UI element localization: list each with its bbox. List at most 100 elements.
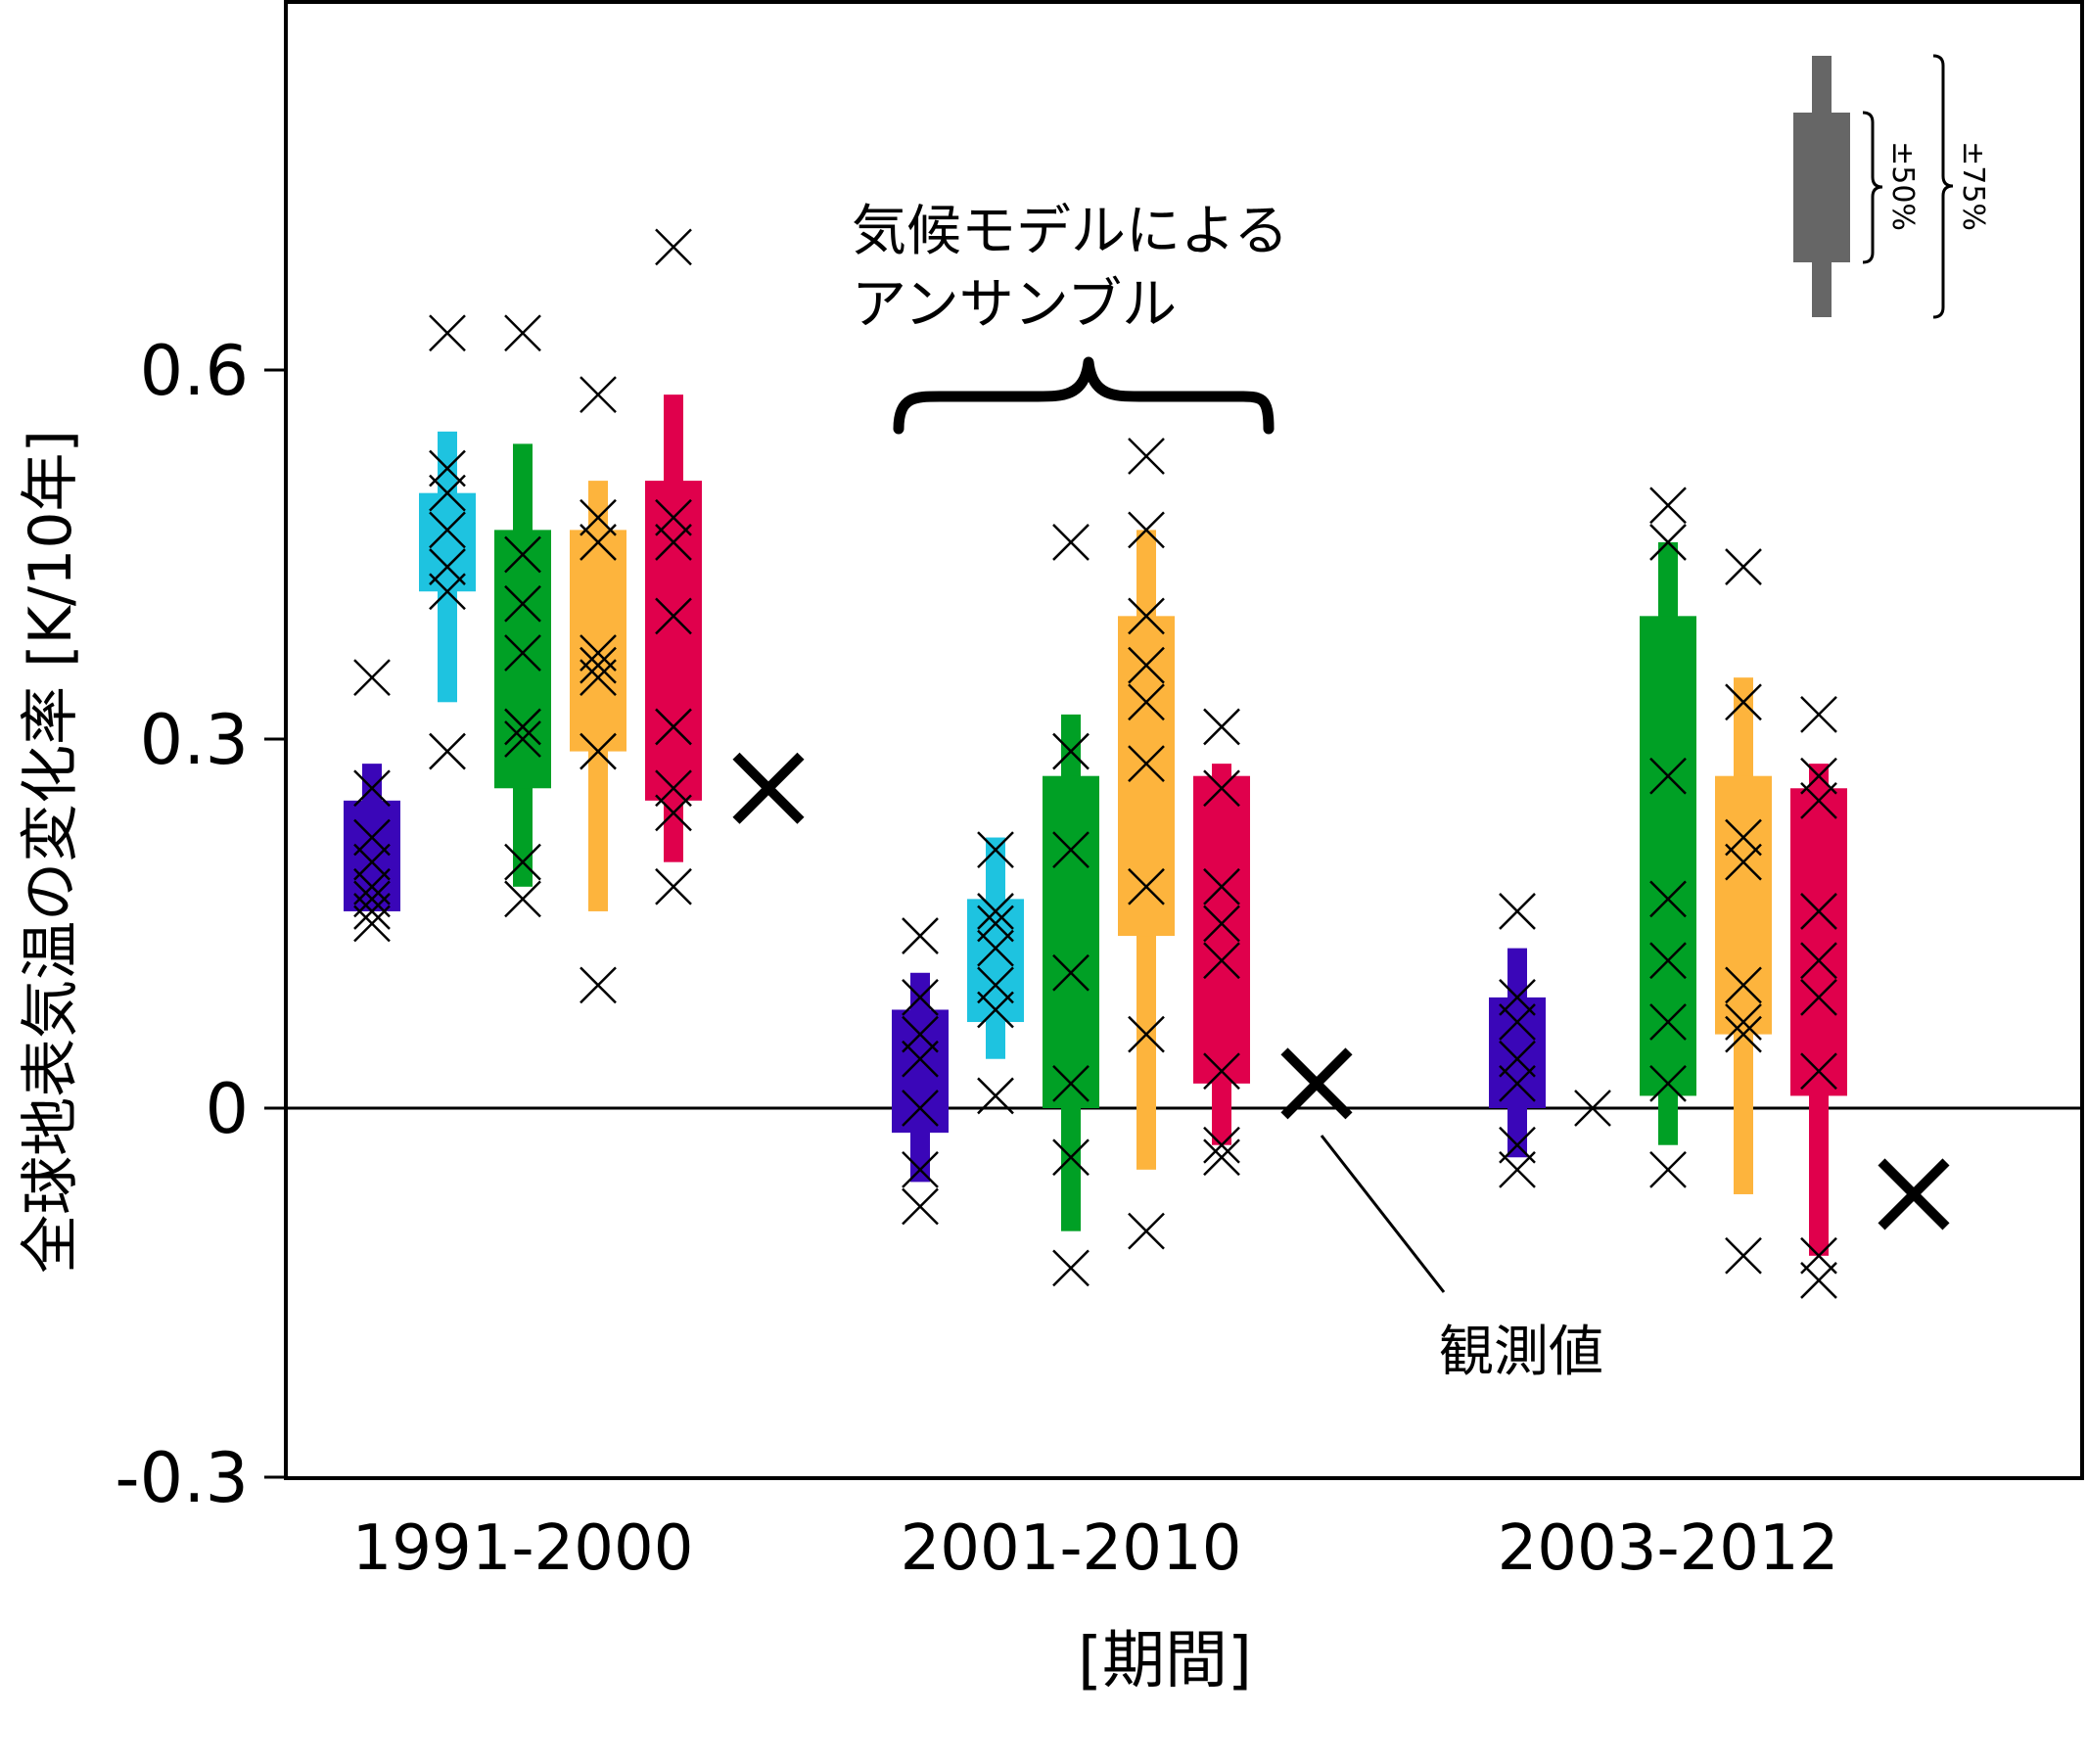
member-marker-stroke-b <box>1649 757 1687 795</box>
member-marker <box>580 966 617 1004</box>
member-marker <box>1128 511 1165 549</box>
member-marker <box>902 1150 939 1188</box>
member-marker <box>902 1015 939 1053</box>
member-marker-stroke-b <box>580 634 617 672</box>
member-marker <box>353 818 391 857</box>
box-range-50 <box>1193 775 1250 1084</box>
member-marker <box>1052 953 1090 992</box>
member-marker-stroke-b <box>1725 1236 1762 1275</box>
y-tick-label: 0.3 <box>140 700 249 780</box>
y-axis: 0.6 0.3 0 -0.3 <box>115 331 286 1518</box>
member-marker-stroke-b <box>1128 683 1165 721</box>
member-marker-stroke-b <box>580 498 617 536</box>
member-marker-stroke-b <box>580 376 617 414</box>
member-marker-stroke-b <box>1649 942 1687 980</box>
member-marker-stroke-b <box>353 769 391 808</box>
member-marker <box>580 498 617 536</box>
box-range-50 <box>419 492 476 592</box>
chart-marks <box>344 228 1950 1299</box>
ensemble-box <box>419 314 476 770</box>
member-marker-stroke-b <box>655 228 692 266</box>
member-marker <box>353 880 391 918</box>
member-marker <box>580 646 617 684</box>
member-marker-stroke-b <box>1725 548 1762 585</box>
member-marker <box>580 376 617 414</box>
legend-label-75: ±75% <box>1956 141 1990 231</box>
box-range-50 <box>1489 997 1546 1108</box>
legend-brace-75 <box>1932 54 1954 319</box>
member-marker-stroke-b <box>1203 708 1240 746</box>
member-marker-stroke-b <box>504 584 541 623</box>
member-marker-stroke-b <box>977 893 1014 930</box>
member-marker-stroke-b <box>1725 1015 1762 1053</box>
member-marker-stroke-b <box>429 314 466 352</box>
member-marker <box>977 831 1014 868</box>
box-range-50 <box>344 800 400 911</box>
member-marker <box>655 708 692 746</box>
ensemble-label-line1: 気候モデルによる <box>852 200 1288 263</box>
x-tick-label: 1991-2000 <box>352 1512 694 1585</box>
member-marker-stroke-b <box>902 1090 939 1127</box>
legend-box-50 <box>1793 113 1850 262</box>
member-marker <box>1128 438 1165 475</box>
member-marker-stroke-b <box>977 831 1014 868</box>
member-marker-stroke-b <box>504 720 541 758</box>
member-marker-stroke-b <box>1203 905 1240 943</box>
member-marker <box>1128 745 1165 783</box>
member-marker <box>1725 818 1762 857</box>
ensemble-box <box>494 314 551 918</box>
member-marker <box>1800 893 1837 930</box>
member-marker-stroke-b <box>1052 831 1090 868</box>
member-marker-stroke-b <box>1203 1052 1240 1091</box>
member-marker <box>504 314 541 352</box>
box-range-50 <box>1715 775 1772 1035</box>
member-marker-stroke-b <box>1499 893 1536 930</box>
member-marker-stroke-b <box>1052 732 1090 770</box>
member-marker-stroke-b <box>655 769 692 808</box>
member-marker <box>1649 487 1687 525</box>
ensemble-box <box>1043 524 1099 1287</box>
member-marker-stroke-b <box>429 511 466 549</box>
box-range-50 <box>570 530 626 752</box>
member-marker <box>1725 1015 1762 1053</box>
box-range-50 <box>1118 616 1175 937</box>
member-marker-stroke-b <box>1725 1003 1762 1041</box>
x-axis-title: [期間] <box>1078 1625 1252 1697</box>
member-marker-stroke-b <box>1052 1138 1090 1177</box>
member-marker <box>902 979 939 1016</box>
member-marker-stroke-b <box>1128 511 1165 549</box>
member-marker-stroke-b <box>1203 1126 1240 1164</box>
member-marker-stroke-b <box>1649 524 1687 561</box>
member-marker <box>1649 1150 1687 1188</box>
box-range-50 <box>1640 616 1696 1096</box>
box-range-50 <box>1790 788 1847 1096</box>
member-marker <box>1499 1126 1536 1164</box>
member-marker-stroke-b <box>1128 1212 1165 1250</box>
member-marker-stroke-b <box>1052 953 1090 992</box>
legend: ±50% ±75% <box>1793 54 1990 319</box>
member-marker-stroke-b <box>902 979 939 1016</box>
observed-marker-stroke-b <box>1280 1047 1353 1120</box>
member-marker <box>429 548 466 585</box>
member-marker-stroke-b <box>902 917 939 954</box>
member-marker <box>504 584 541 623</box>
member-marker <box>1574 1090 1611 1127</box>
member-marker-stroke-b <box>1203 769 1240 808</box>
ensemble-box <box>967 831 1024 1115</box>
member-marker <box>504 634 541 672</box>
member-marker <box>1128 683 1165 721</box>
ensemble-label-line2: アンサンブル <box>852 273 1177 337</box>
member-marker-stroke-b <box>504 708 541 746</box>
member-marker-stroke-b <box>1128 646 1165 684</box>
member-marker <box>1203 708 1240 746</box>
member-marker <box>1800 757 1837 795</box>
member-marker-stroke-b <box>902 1015 939 1053</box>
member-marker-stroke-b <box>580 646 617 684</box>
ensemble-brace <box>893 356 1275 435</box>
member-marker-stroke-b <box>580 966 617 1004</box>
member-marker-stroke-b <box>1499 1040 1536 1078</box>
member-marker <box>580 732 617 770</box>
x-tick-label: 2001-2010 <box>901 1512 1242 1585</box>
member-marker <box>1203 867 1240 905</box>
member-marker <box>1649 524 1687 561</box>
